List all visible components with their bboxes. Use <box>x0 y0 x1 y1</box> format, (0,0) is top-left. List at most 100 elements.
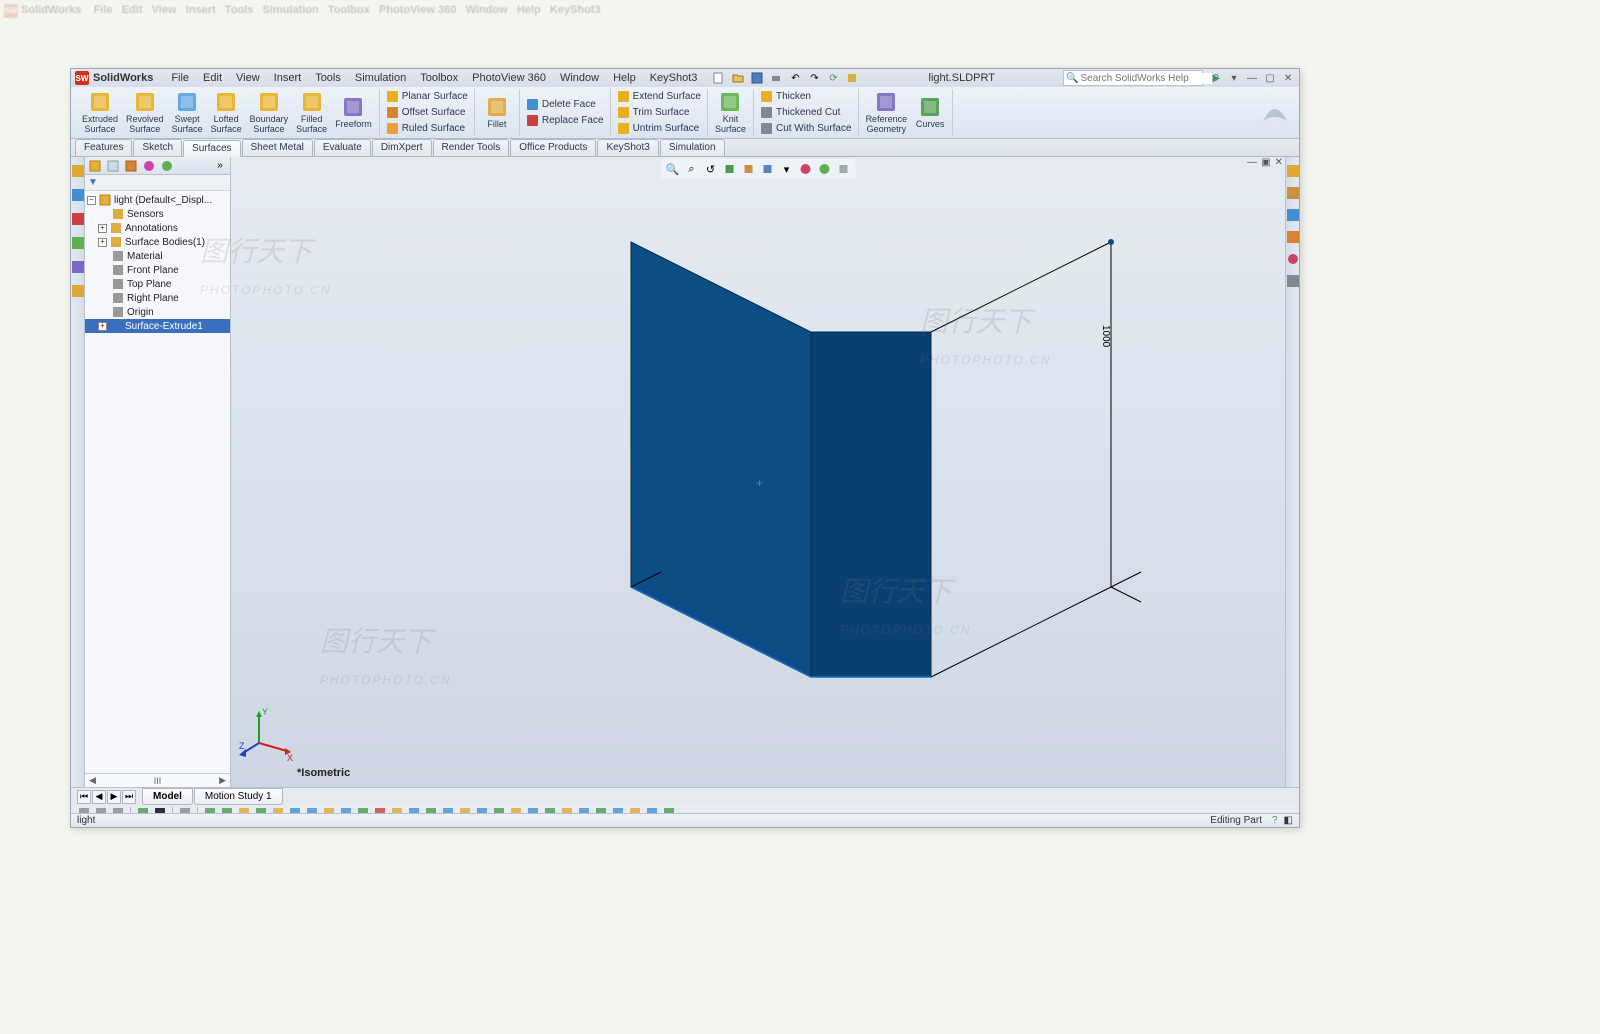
ribbon-surf-boundary-button[interactable]: BoundarySurface <box>246 89 293 137</box>
tree-item[interactable]: +Surface Bodies(1) <box>85 235 230 249</box>
tab-sheet-metal[interactable]: Sheet Metal <box>242 139 313 156</box>
menu-keyshot[interactable]: KeyShot3 <box>644 71 704 85</box>
dropdown-icon[interactable]: ▾ <box>1227 71 1241 85</box>
ribbon-untrim-button[interactable]: Untrim Surface <box>614 121 704 136</box>
rebuild-button[interactable]: ⟳ <box>825 70 841 86</box>
view-orient-icon[interactable] <box>741 161 757 177</box>
ribbon-surf-sweep-button[interactable]: SweptSurface <box>168 89 207 137</box>
tree-root[interactable]: −light (Default<_Displ... <box>85 193 230 207</box>
tab-evaluate[interactable]: Evaluate <box>314 139 371 156</box>
tab-features[interactable]: Features <box>75 139 132 156</box>
taskpane-appearances-icon[interactable] <box>1287 253 1299 265</box>
edit-appearance-icon[interactable] <box>798 161 814 177</box>
zoom-fit-icon[interactable]: 🔍 <box>665 161 681 177</box>
taskpane-file-explorer-icon[interactable] <box>1287 209 1299 221</box>
expander-icon[interactable]: + <box>98 322 107 331</box>
tree-item[interactable]: Front Plane <box>85 263 230 277</box>
taskpane-icon[interactable] <box>72 213 84 225</box>
expander-icon[interactable]: − <box>87 196 96 205</box>
taskpane-resources-icon[interactable] <box>1287 165 1299 177</box>
status-help-icon[interactable]: ? <box>1272 815 1278 826</box>
menu-photoview[interactable]: PhotoView 360 <box>466 71 552 85</box>
fm-flyout-icon[interactable]: » <box>212 159 228 173</box>
help-icon[interactable]: ? <box>1209 71 1223 85</box>
tree-item[interactable]: Right Plane <box>85 291 230 305</box>
tab-nav-last[interactable]: ⏭ <box>122 790 136 804</box>
options-button[interactable] <box>844 70 860 86</box>
fm-tab-config[interactable] <box>123 159 139 173</box>
fm-tab-property[interactable] <box>105 159 121 173</box>
menu-window[interactable]: Window <box>554 71 605 85</box>
ribbon-surf-loft-button[interactable]: LoftedSurface <box>207 89 246 137</box>
menu-help[interactable]: Help <box>607 71 642 85</box>
fm-filter-bar[interactable]: ▼ <box>85 175 230 191</box>
tree-item[interactable]: +Surface-Extrude1 <box>85 319 230 333</box>
tab-keyshot3[interactable]: KeyShot3 <box>597 139 658 156</box>
fm-tab-display[interactable] <box>159 159 175 173</box>
ribbon-thicken-button[interactable]: Thicken <box>757 89 855 104</box>
graphics-viewport[interactable]: 🔍 ⌕ ↺ ▾ — ▣ ✕ <box>231 157 1285 787</box>
taskpane-icon[interactable] <box>72 285 84 297</box>
ribbon-freeform-button[interactable]: Freeform <box>331 94 376 132</box>
undo-button[interactable]: ↶ <box>787 70 803 86</box>
tab-render-tools[interactable]: Render Tools <box>433 139 510 156</box>
tab-dimxpert[interactable]: DimXpert <box>372 139 432 156</box>
tab-nav-first[interactable]: ⏮ <box>77 790 91 804</box>
expander-icon[interactable]: + <box>98 238 107 247</box>
section-view-icon[interactable] <box>722 161 738 177</box>
tree-item[interactable]: Sensors <box>85 207 230 221</box>
tab-nav-prev[interactable]: ◀ <box>92 790 106 804</box>
tree-scroll-left[interactable]: ◀ <box>89 775 96 786</box>
fm-tab-dimxpert[interactable] <box>141 159 157 173</box>
ribbon-surf-extrude-button[interactable]: ExtrudedSurface <box>78 89 122 137</box>
ribbon-repface-button[interactable]: Replace Face <box>523 113 607 128</box>
ribbon-curves-button[interactable]: Curves <box>911 94 949 132</box>
tree-item[interactable]: +Annotations <box>85 221 230 235</box>
menu-insert[interactable]: Insert <box>268 71 308 85</box>
ribbon-knit-button[interactable]: KnitSurface <box>711 89 750 137</box>
ribbon-surf-fill-button[interactable]: FilledSurface <box>292 89 331 137</box>
tab-sketch[interactable]: Sketch <box>133 139 182 156</box>
taskpane-design-lib-icon[interactable] <box>1287 187 1299 199</box>
tree-item[interactable]: Top Plane <box>85 277 230 291</box>
zoom-area-icon[interactable]: ⌕ <box>684 161 700 177</box>
hide-show-icon[interactable]: ▾ <box>779 161 795 177</box>
new-button[interactable] <box>711 70 727 86</box>
expander-icon[interactable]: + <box>98 224 107 233</box>
tree-item[interactable]: Material <box>85 249 230 263</box>
tree-item[interactable]: Origin <box>85 305 230 319</box>
print-button[interactable] <box>768 70 784 86</box>
menu-toolbox[interactable]: Toolbox <box>414 71 464 85</box>
tab-surfaces[interactable]: Surfaces <box>183 140 240 157</box>
ribbon-trim-button[interactable]: Trim Surface <box>614 105 704 120</box>
taskpane-icon[interactable] <box>72 165 84 177</box>
apply-scene-icon[interactable] <box>817 161 833 177</box>
menu-simulation[interactable]: Simulation <box>349 71 412 85</box>
tab-simulation[interactable]: Simulation <box>660 139 725 156</box>
tree-scroll-right[interactable]: ▶ <box>219 775 226 786</box>
ribbon-surf-revolve-button[interactable]: RevolvedSurface <box>122 89 168 137</box>
help-search-input[interactable] <box>1080 73 1212 84</box>
taskpane-view-palette-icon[interactable] <box>1287 231 1299 243</box>
status-options-icon[interactable]: ◧ <box>1284 815 1293 826</box>
ribbon-planar-button[interactable]: Planar Surface <box>383 89 471 104</box>
menu-edit[interactable]: Edit <box>197 71 228 85</box>
close-button[interactable]: ✕ <box>1281 71 1295 85</box>
taskpane-icon[interactable] <box>72 261 84 273</box>
ribbon-refgeom-button[interactable]: ReferenceGeometry <box>862 89 912 137</box>
display-style-icon[interactable] <box>760 161 776 177</box>
tab-office-products[interactable]: Office Products <box>510 139 596 156</box>
doc-minimize-button[interactable]: — <box>1247 157 1257 168</box>
taskpane-icon[interactable] <box>72 189 84 201</box>
save-button[interactable] <box>749 70 765 86</box>
taskpane-icon[interactable] <box>72 237 84 249</box>
fm-tab-feature-tree[interactable] <box>87 159 103 173</box>
minimize-button[interactable]: — <box>1245 71 1259 85</box>
ribbon-ruled-button[interactable]: Ruled Surface <box>383 121 471 136</box>
ribbon-fillet-button[interactable]: Fillet <box>478 94 516 132</box>
doc-restore-button[interactable]: ▣ <box>1261 157 1270 168</box>
help-search[interactable]: 🔍 ▶ <box>1063 70 1203 86</box>
ribbon-delface-button[interactable]: Delete Face <box>523 97 607 112</box>
ribbon-offset-button[interactable]: Offset Surface <box>383 105 471 120</box>
ribbon-cutsurf-button[interactable]: Cut With Surface <box>757 121 855 136</box>
